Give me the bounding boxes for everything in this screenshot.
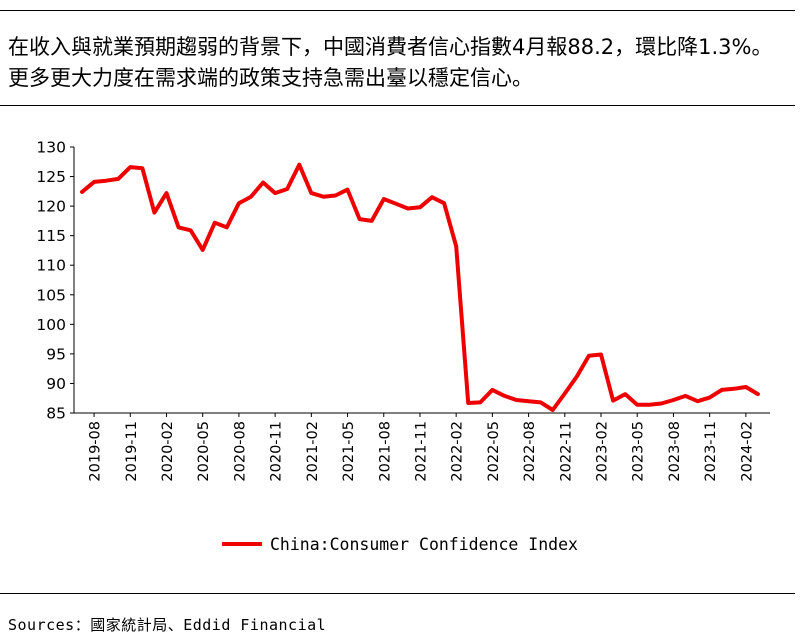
y-tick-label: 115 bbox=[36, 227, 66, 245]
x-tick-label: 2023-11 bbox=[703, 421, 719, 482]
x-tick-label: 2020-08 bbox=[232, 421, 248, 482]
y-tick-label: 95 bbox=[46, 345, 66, 363]
line-chart: 85 90 95 100 105 110 115 120 125 130 2019-08 2019-1… bbox=[36, 139, 770, 554]
x-tick-label: 2020-02 bbox=[160, 421, 176, 482]
y-tick-label: 125 bbox=[36, 168, 66, 186]
x-tick-label: 2021-08 bbox=[377, 421, 393, 482]
x-tick-label: 2022-11 bbox=[558, 421, 574, 482]
x-tick-label: 2022-05 bbox=[486, 421, 502, 482]
source-note: Sources：國家統計局、Eddid Financial bbox=[8, 616, 327, 634]
x-tick-label: 2020-05 bbox=[196, 421, 212, 482]
x-tick-label: 2023-08 bbox=[667, 421, 683, 482]
x-tick-label: 2021-05 bbox=[341, 421, 357, 482]
x-tick-label: 2019-08 bbox=[88, 421, 104, 482]
x-tick-label: 2024-02 bbox=[739, 421, 755, 482]
y-tick-label: 105 bbox=[36, 286, 66, 304]
series-line bbox=[80, 162, 760, 412]
title-rule bbox=[0, 105, 795, 106]
y-tick-label: 90 bbox=[46, 375, 66, 393]
legend-label: China:Consumer Confidence Index bbox=[270, 535, 578, 554]
chart-headline: 在收入與就業預期趨弱的背景下，中國消費者信心指數4月報88.2，環比降1.3%。… bbox=[8, 35, 773, 90]
y-tick-label: 130 bbox=[36, 139, 66, 157]
x-tick-label: 2023-02 bbox=[595, 421, 611, 482]
x-tick-label: 2022-08 bbox=[522, 421, 538, 482]
top-rule bbox=[0, 10, 795, 11]
x-tick-label: 2020-11 bbox=[269, 421, 285, 482]
bottom-rule bbox=[0, 593, 795, 594]
x-tick-label: 2022-02 bbox=[450, 421, 466, 482]
x-tick-label: 2021-02 bbox=[305, 421, 321, 482]
y-tick-label: 120 bbox=[36, 198, 66, 216]
x-tick-label: 2019-11 bbox=[124, 421, 140, 482]
x-tick-label: 2021-11 bbox=[413, 421, 429, 482]
x-tick-label: 2023-05 bbox=[631, 421, 647, 482]
y-tick-label: 100 bbox=[36, 316, 66, 334]
y-tick-label: 85 bbox=[46, 405, 66, 423]
y-tick-label: 110 bbox=[36, 257, 66, 275]
